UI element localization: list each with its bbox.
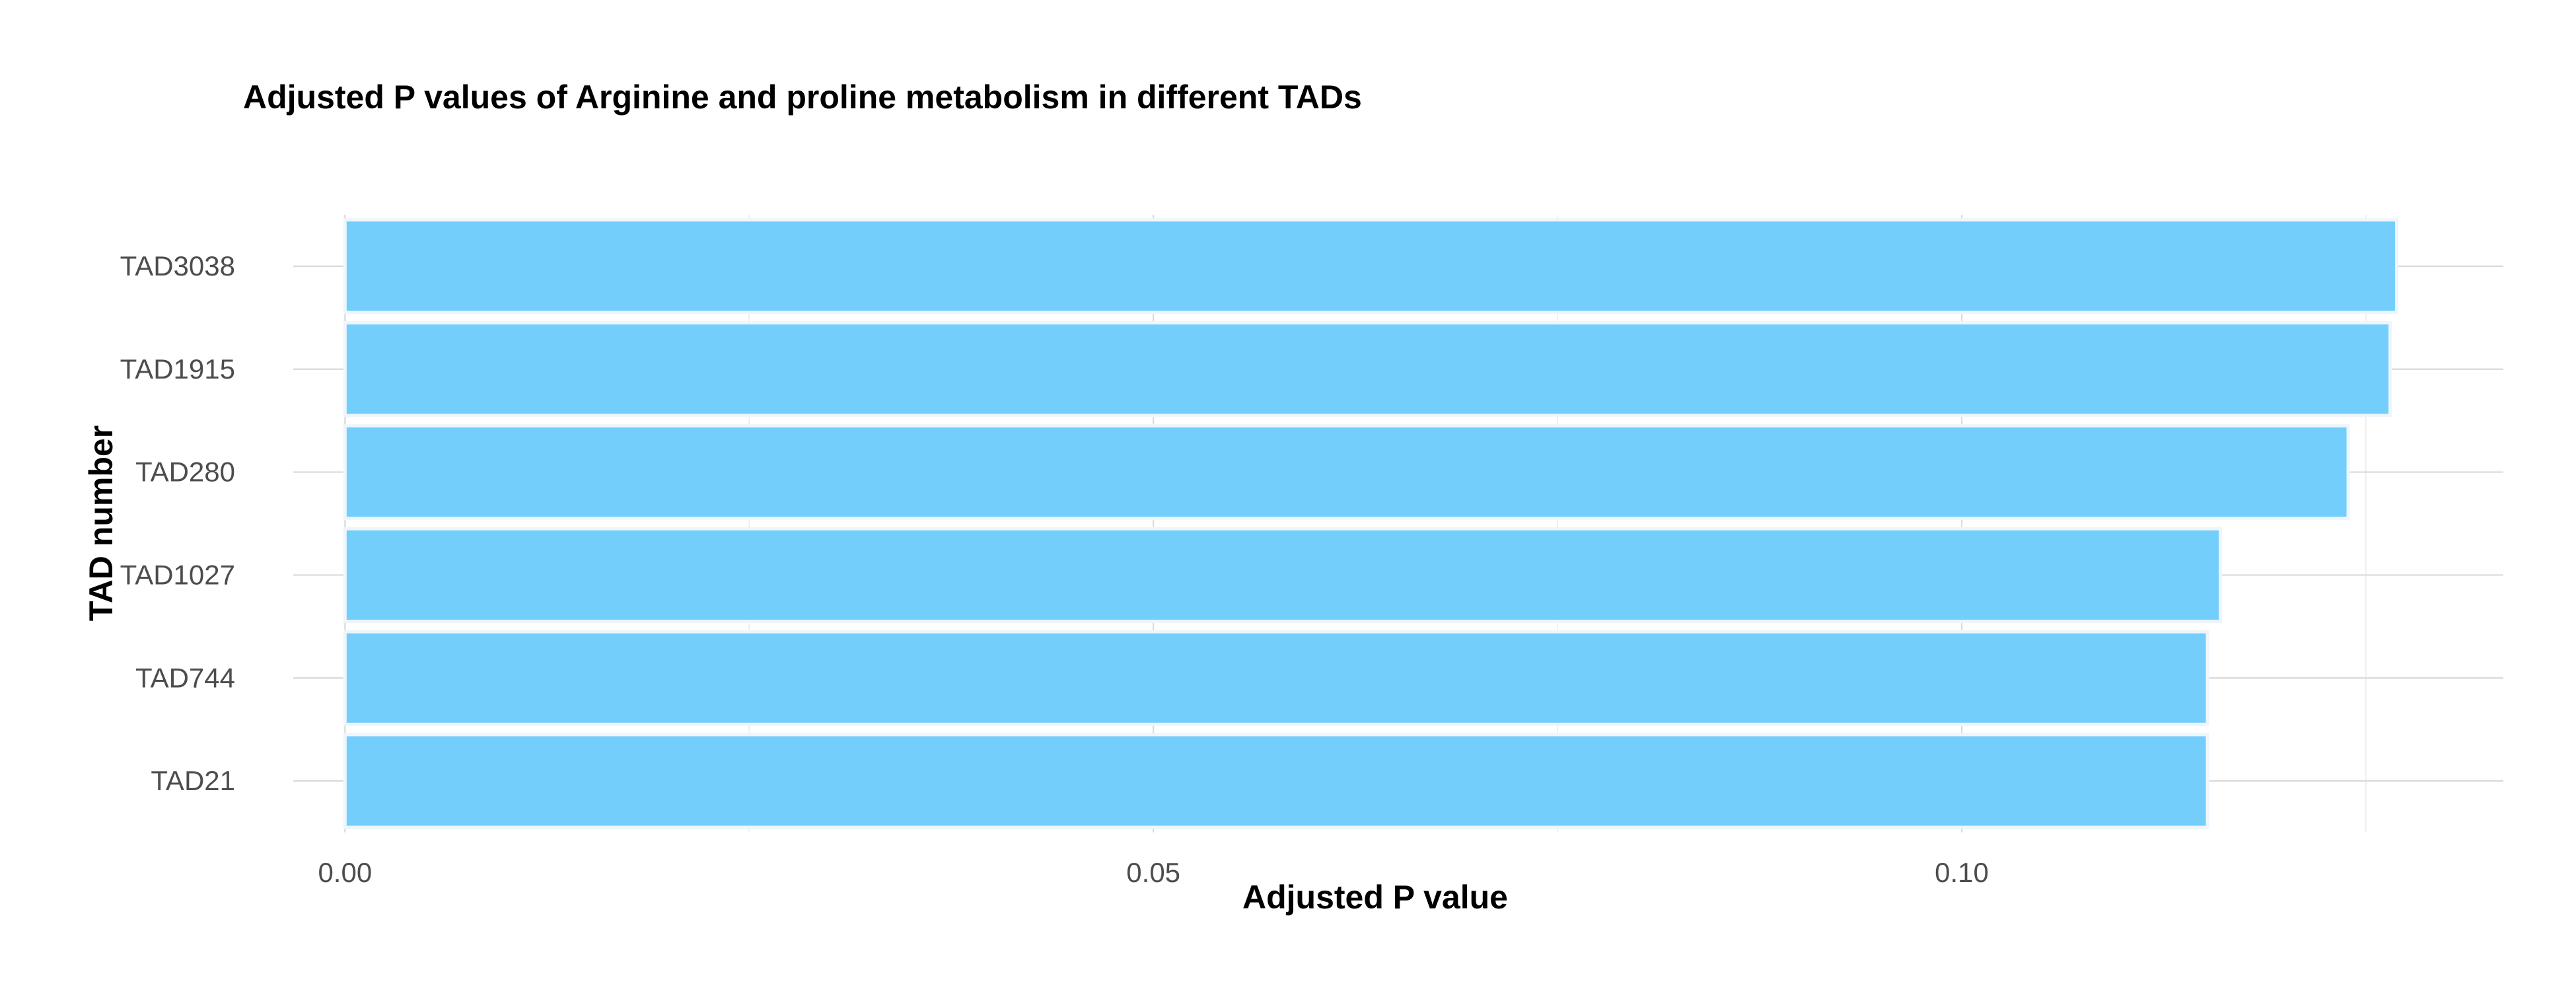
x-tick-label: 0.00 <box>318 857 372 888</box>
y-tick-label: TAD1915 <box>120 353 235 385</box>
x-tick-label: 0.10 <box>1935 857 1989 888</box>
bar-tad1027 <box>343 527 2223 624</box>
y-tick-label: TAD280 <box>135 457 235 488</box>
y-tick-label: TAD3038 <box>120 250 235 281</box>
y-tick-label: TAD21 <box>151 765 235 796</box>
bar-tad3038 <box>343 218 2398 314</box>
x-tick-label: 0.05 <box>1126 857 1180 888</box>
y-tick-label: TAD744 <box>135 662 235 693</box>
bar-tad744 <box>343 630 2209 726</box>
x-axis-title: Adjusted P value <box>1242 879 1508 916</box>
chart-title: Adjusted P values of Arginine and prolin… <box>243 79 1362 116</box>
bars <box>343 218 2398 829</box>
bar-tad21 <box>343 733 2209 829</box>
y-tick-labels: TAD3038 TAD1915 TAD280 TAD1027 TAD744 TAD21 <box>120 250 235 796</box>
y-tick-label: TAD1027 <box>120 559 235 590</box>
bar-tad1915 <box>343 321 2392 418</box>
y-axis-title: TAD number <box>83 425 120 621</box>
x-tick-labels: 0.00 0.05 0.10 <box>318 857 1988 888</box>
bar-tad280 <box>343 423 2350 521</box>
